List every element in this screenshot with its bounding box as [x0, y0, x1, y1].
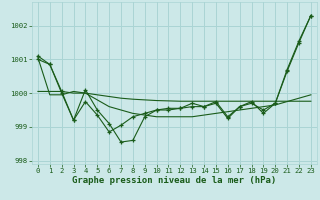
X-axis label: Graphe pression niveau de la mer (hPa): Graphe pression niveau de la mer (hPa): [72, 176, 276, 185]
